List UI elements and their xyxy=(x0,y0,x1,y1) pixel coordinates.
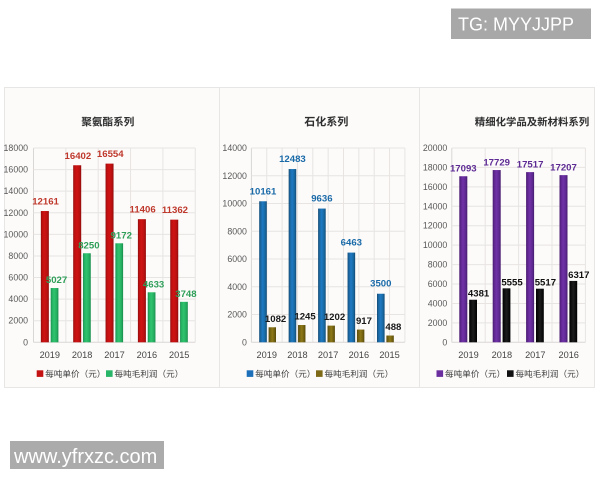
svg-text:2017: 2017 xyxy=(525,350,545,360)
svg-text:9172: 9172 xyxy=(111,230,132,241)
svg-text:16402: 16402 xyxy=(65,151,92,162)
svg-text:11362: 11362 xyxy=(162,205,188,216)
svg-text:6000: 6000 xyxy=(8,273,28,283)
svg-text:20000: 20000 xyxy=(423,143,448,153)
svg-text:0: 0 xyxy=(23,337,28,347)
svg-text:2000: 2000 xyxy=(428,318,448,328)
svg-text:6317: 6317 xyxy=(568,270,589,281)
svg-text:16000: 16000 xyxy=(4,165,29,175)
svg-text:2017: 2017 xyxy=(104,350,124,360)
svg-text:2000: 2000 xyxy=(8,316,28,326)
svg-text:12000: 12000 xyxy=(423,221,448,231)
svg-text:18000: 18000 xyxy=(4,143,29,153)
svg-text:17093: 17093 xyxy=(450,163,477,174)
svg-text:10000: 10000 xyxy=(4,229,29,239)
svg-text:4381: 4381 xyxy=(468,289,490,300)
svg-text:11406: 11406 xyxy=(130,205,156,216)
svg-text:4000: 4000 xyxy=(8,294,28,304)
svg-text:0: 0 xyxy=(442,337,447,347)
svg-text:5555: 5555 xyxy=(501,277,523,288)
svg-text:0: 0 xyxy=(242,337,247,347)
svg-text:6000: 6000 xyxy=(227,254,247,264)
svg-text:16000: 16000 xyxy=(423,182,448,192)
svg-text:12000: 12000 xyxy=(4,208,29,218)
svg-text:488: 488 xyxy=(385,322,402,333)
svg-text:4000: 4000 xyxy=(227,282,247,292)
svg-text:6463: 6463 xyxy=(341,238,362,249)
svg-text:18000: 18000 xyxy=(423,162,448,172)
svg-text:1245: 1245 xyxy=(294,312,316,323)
svg-text:3748: 3748 xyxy=(175,289,197,300)
svg-text:2015: 2015 xyxy=(169,350,189,360)
svg-text:17517: 17517 xyxy=(517,159,544,170)
svg-text:2015: 2015 xyxy=(379,350,399,360)
svg-text:16554: 16554 xyxy=(97,149,124,160)
svg-text:2016: 2016 xyxy=(349,350,369,360)
svg-text:2018: 2018 xyxy=(287,350,307,360)
svg-text:8250: 8250 xyxy=(78,240,99,251)
svg-text:8000: 8000 xyxy=(428,260,448,270)
svg-text:14000: 14000 xyxy=(423,201,448,211)
svg-text:10000: 10000 xyxy=(423,240,448,250)
svg-text:TG: MYYJJPP: TG: MYYJJPP xyxy=(458,15,574,35)
svg-text:12000: 12000 xyxy=(222,171,247,181)
svg-text:2000: 2000 xyxy=(227,310,247,320)
svg-text:1082: 1082 xyxy=(265,314,286,325)
svg-text:2019: 2019 xyxy=(257,350,277,360)
svg-text:14000: 14000 xyxy=(4,186,29,196)
svg-text:4000: 4000 xyxy=(428,298,448,308)
svg-text:6000: 6000 xyxy=(428,279,448,289)
svg-text:5517: 5517 xyxy=(535,278,556,289)
svg-text:1202: 1202 xyxy=(324,312,345,323)
svg-text:2018: 2018 xyxy=(492,350,512,360)
svg-text:17729: 17729 xyxy=(483,157,510,168)
svg-text:www.yfrxzc.com: www.yfrxzc.com xyxy=(13,446,157,468)
svg-text:9636: 9636 xyxy=(311,194,332,205)
svg-text:4633: 4633 xyxy=(143,279,164,290)
svg-text:2017: 2017 xyxy=(318,350,338,360)
svg-text:10161: 10161 xyxy=(250,186,277,197)
svg-text:10000: 10000 xyxy=(222,199,247,209)
svg-text:12483: 12483 xyxy=(279,154,306,165)
svg-text:12161: 12161 xyxy=(32,197,59,208)
svg-text:2016: 2016 xyxy=(137,350,157,360)
svg-text:14000: 14000 xyxy=(222,143,247,153)
svg-text:3500: 3500 xyxy=(370,279,391,290)
svg-text:2016: 2016 xyxy=(558,350,578,360)
svg-text:2019: 2019 xyxy=(458,350,478,360)
svg-text:2019: 2019 xyxy=(40,350,60,360)
svg-text:5027: 5027 xyxy=(46,275,67,286)
svg-text:917: 917 xyxy=(356,316,372,327)
svg-text:17207: 17207 xyxy=(550,162,577,173)
svg-text:8000: 8000 xyxy=(227,226,247,236)
svg-text:8000: 8000 xyxy=(8,251,28,261)
svg-text:2018: 2018 xyxy=(72,350,92,360)
